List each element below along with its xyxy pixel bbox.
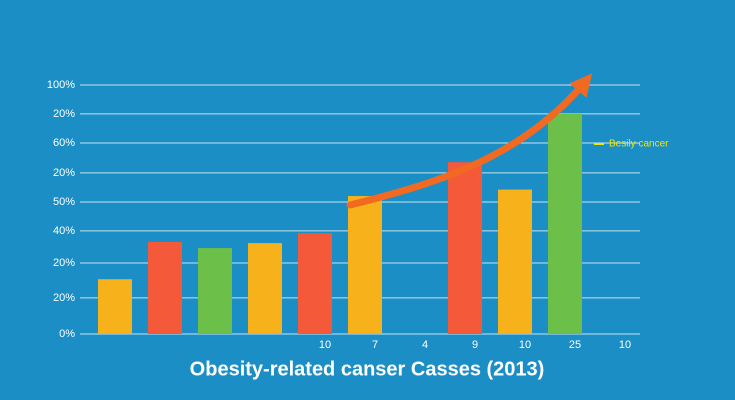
y-tick-label: 20% (53, 257, 75, 269)
bars (98, 113, 582, 334)
x-tick-label: 9 (472, 339, 478, 351)
y-tick-label: 60% (53, 137, 75, 149)
x-tick-label: 10 (319, 339, 331, 351)
x-tick-label: 25 (569, 339, 581, 351)
bar (248, 243, 282, 334)
bar (348, 196, 382, 334)
x-tick-label: 10 (619, 339, 631, 351)
bar (98, 279, 132, 334)
y-tick-label: 20% (53, 292, 75, 304)
x-tick-label: 4 (422, 339, 428, 351)
y-tick-label: 100% (47, 79, 75, 91)
x-tick-label: 10 (519, 339, 531, 351)
y-tick-label: 40% (53, 225, 75, 237)
y-tick-label: 20% (53, 108, 75, 120)
legend-label: Besily cancer (609, 139, 669, 150)
trend-arrow (346, 73, 593, 209)
bar (148, 241, 182, 334)
y-tick-label: 50% (53, 196, 75, 208)
y-tick-label: 20% (53, 167, 75, 179)
bar (298, 233, 332, 334)
bar (548, 113, 582, 334)
x-tick-label: 7 (372, 339, 378, 351)
chart-title: Obesity-related canser Casses (2013) (190, 358, 545, 380)
bar (198, 248, 232, 334)
y-tick-label: 0% (59, 328, 75, 340)
bar (498, 189, 532, 334)
bar (448, 162, 482, 334)
